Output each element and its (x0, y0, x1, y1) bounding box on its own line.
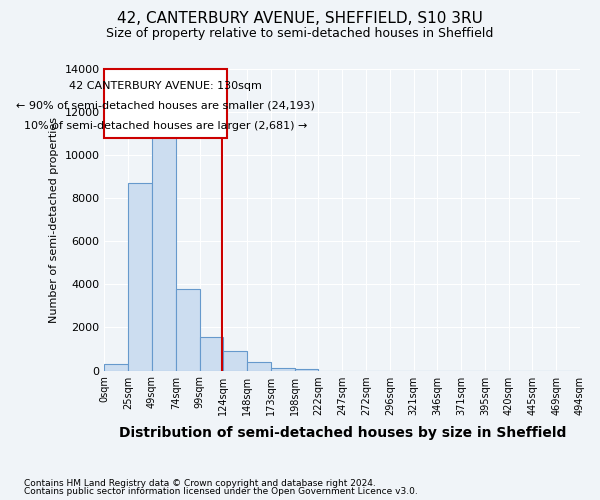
Text: Contains public sector information licensed under the Open Government Licence v3: Contains public sector information licen… (24, 487, 418, 496)
Bar (223, 351, 247, 370)
Bar (200, 337, 223, 370)
Bar (271, 368, 295, 370)
Text: ← 90% of semi-detached houses are smaller (24,193): ← 90% of semi-detached houses are smalle… (16, 101, 315, 111)
Bar (152, 134, 176, 370)
Text: 10% of semi-detached houses are larger (2,681) →: 10% of semi-detached houses are larger (… (24, 120, 307, 130)
Text: Contains HM Land Registry data © Crown copyright and database right 2024.: Contains HM Land Registry data © Crown c… (24, 478, 376, 488)
Bar (104, 364, 128, 370)
Y-axis label: Number of semi-detached properties: Number of semi-detached properties (49, 117, 59, 323)
Text: 42 CANTERBURY AVENUE: 130sqm: 42 CANTERBURY AVENUE: 130sqm (70, 81, 262, 91)
Text: Size of property relative to semi-detached houses in Sheffield: Size of property relative to semi-detach… (106, 28, 494, 40)
X-axis label: Distribution of semi-detached houses by size in Sheffield: Distribution of semi-detached houses by … (119, 426, 566, 440)
Text: 42, CANTERBURY AVENUE, SHEFFIELD, S10 3RU: 42, CANTERBURY AVENUE, SHEFFIELD, S10 3R… (117, 11, 483, 26)
Bar (176, 288, 200, 370)
Bar (128, 183, 152, 370)
Bar (104, 69, 227, 138)
Bar (247, 362, 271, 370)
